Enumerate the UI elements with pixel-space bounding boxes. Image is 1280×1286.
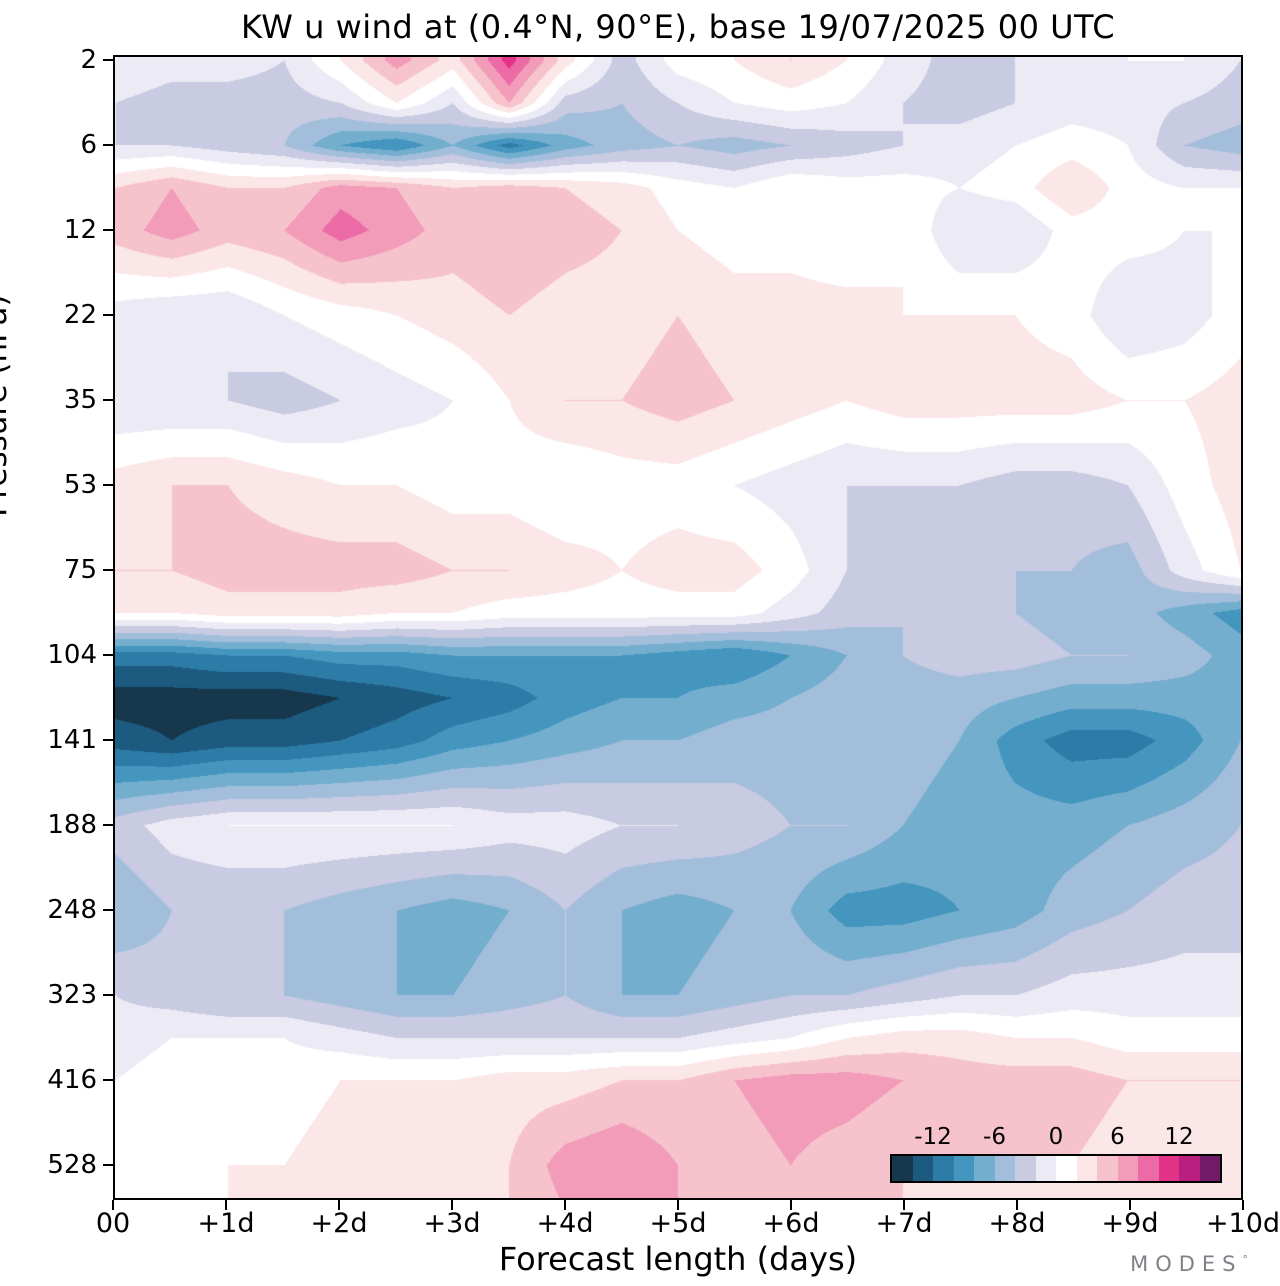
x-tick-mark (451, 1200, 453, 1210)
modes-logo-mark: ° (1242, 1253, 1249, 1266)
x-tick-mark (903, 1200, 905, 1210)
x-tick-mark (225, 1200, 227, 1210)
x-tick-mark (1129, 1200, 1131, 1210)
x-tick-mark (677, 1200, 679, 1210)
chart-title: KW u wind at (0.4°N, 90°E), base 19/07/2… (240, 8, 1116, 46)
x-tick-label: +9d (1101, 1208, 1159, 1239)
x-tick-mark (112, 1200, 114, 1210)
y-tick-label: 2 (80, 45, 97, 75)
y-tick-label: 248 (47, 895, 97, 925)
x-tick-label: +8d (988, 1208, 1046, 1239)
y-tick-mark (103, 314, 113, 316)
colorbar-tick-label: -6 (983, 1124, 1006, 1150)
y-tick-label: 22 (63, 300, 97, 330)
colorbar-cell (933, 1156, 954, 1181)
y-tick-label: 416 (47, 1065, 97, 1095)
x-tick-mark (790, 1200, 792, 1210)
y-tick-mark (103, 399, 113, 401)
x-tick-mark (1242, 1200, 1244, 1210)
x-tick-label: +2d (310, 1208, 368, 1239)
plot-area: -12 -6 0 6 12 (113, 55, 1243, 1200)
colorbar-cell (1015, 1156, 1036, 1181)
colorbar-cell (1117, 1156, 1138, 1181)
y-tick-label: 12 (63, 215, 97, 245)
x-tick-label: 00 (95, 1208, 131, 1239)
x-tick-label: +7d (875, 1208, 933, 1239)
colorbar-tick-label: -12 (914, 1124, 952, 1150)
x-tick-label: +10d (1205, 1208, 1280, 1239)
y-tick-mark (103, 1079, 113, 1081)
y-tick-mark (103, 229, 113, 231)
x-tick-label: +5d (649, 1208, 707, 1239)
colorbar-tick-label: 12 (1164, 1124, 1194, 1150)
y-tick-label: 528 (47, 1150, 97, 1180)
modes-logo: MODES° (1130, 1252, 1248, 1276)
y-tick-mark (103, 1164, 113, 1166)
y-tick-label: 75 (63, 555, 97, 585)
colorbar-cell (1035, 1156, 1056, 1181)
x-tick-label: +1d (197, 1208, 255, 1239)
colorbar-cell (1138, 1156, 1159, 1181)
x-tick-label: +6d (762, 1208, 820, 1239)
y-tick-label: 53 (63, 470, 97, 500)
x-tick-label: +3d (423, 1208, 481, 1239)
colorbar-cell (1097, 1156, 1118, 1181)
colorbar-cell (912, 1156, 933, 1181)
y-tick-mark (103, 739, 113, 741)
colorbar-cell (994, 1156, 1015, 1181)
y-tick-label: 6 (80, 130, 97, 160)
y-tick-mark (103, 59, 113, 61)
colorbar-tick-label: 0 (1048, 1124, 1064, 1150)
y-tick-mark (103, 484, 113, 486)
x-tick-mark (564, 1200, 566, 1210)
y-tick-mark (103, 654, 113, 656)
y-tick-mark (103, 144, 113, 146)
y-tick-mark (103, 824, 113, 826)
x-axis-label: Forecast length (days) (498, 1240, 858, 1278)
colorbar-cell (1179, 1156, 1200, 1181)
colorbar-cell (1158, 1156, 1179, 1181)
colorbar-cell (892, 1156, 913, 1181)
y-axis-label: Pressure (hPa) (0, 294, 14, 517)
colorbar-tick-label: 6 (1110, 1124, 1125, 1150)
x-tick-label: +4d (536, 1208, 594, 1239)
y-tick-mark (103, 994, 113, 996)
x-tick-mark (338, 1200, 340, 1210)
colorbar: -12 -6 0 6 12 (890, 1124, 1222, 1183)
modes-logo-text: MODES (1130, 1252, 1243, 1276)
contour-field-canvas (115, 57, 1241, 1198)
colorbar-cell (1056, 1156, 1077, 1181)
x-tick-mark (1016, 1200, 1018, 1210)
y-tick-mark (103, 909, 113, 911)
colorbar-cell (1076, 1156, 1097, 1181)
y-tick-label: 141 (47, 725, 97, 755)
colorbar-cell (1199, 1156, 1220, 1181)
y-tick-mark (103, 569, 113, 571)
colorbar-cell (953, 1156, 974, 1181)
colorbar-cell (974, 1156, 995, 1181)
y-tick-label: 35 (63, 385, 97, 415)
y-tick-label: 323 (47, 980, 97, 1010)
y-tick-label: 188 (47, 810, 97, 840)
y-tick-label: 104 (47, 640, 97, 670)
